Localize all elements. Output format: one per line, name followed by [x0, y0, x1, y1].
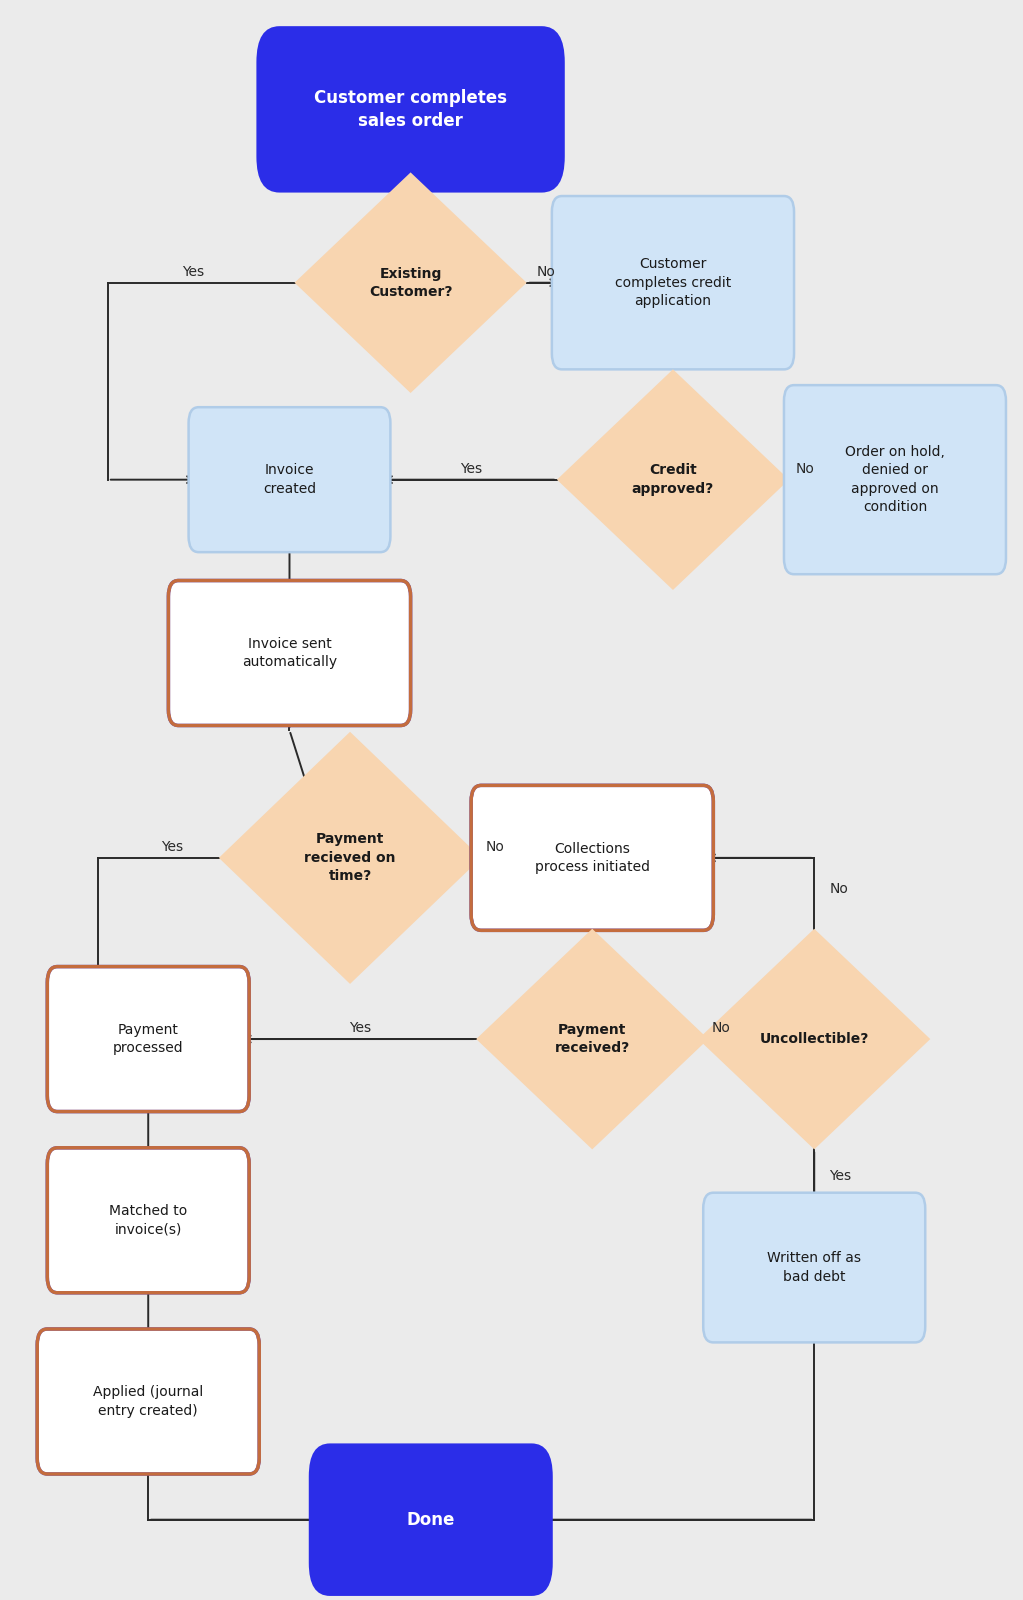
- Text: Collections
process initiated: Collections process initiated: [535, 842, 650, 874]
- Text: Payment
received?: Payment received?: [554, 1022, 630, 1056]
- Text: Yes: Yes: [349, 1021, 371, 1035]
- Text: No: No: [796, 462, 815, 475]
- Text: Uncollectible?: Uncollectible?: [759, 1032, 869, 1046]
- Polygon shape: [219, 731, 481, 984]
- FancyBboxPatch shape: [703, 1192, 925, 1342]
- Text: Invoice
created: Invoice created: [263, 464, 316, 496]
- Text: Written off as
bad debt: Written off as bad debt: [767, 1251, 861, 1283]
- Text: Payment
recieved on
time?: Payment recieved on time?: [304, 832, 396, 883]
- FancyBboxPatch shape: [309, 1443, 552, 1595]
- FancyBboxPatch shape: [472, 786, 713, 930]
- Polygon shape: [295, 173, 527, 394]
- Text: Matched to
invoice(s): Matched to invoice(s): [109, 1205, 187, 1237]
- Text: Yes: Yes: [460, 462, 482, 475]
- Polygon shape: [698, 928, 930, 1149]
- Text: Payment
processed: Payment processed: [113, 1022, 183, 1056]
- FancyBboxPatch shape: [551, 197, 794, 370]
- Text: Credit
approved?: Credit approved?: [632, 464, 714, 496]
- Text: Order on hold,
denied or
approved on
condition: Order on hold, denied or approved on con…: [845, 445, 945, 514]
- Polygon shape: [557, 370, 789, 590]
- FancyBboxPatch shape: [47, 966, 250, 1112]
- Text: Customer completes
sales order: Customer completes sales order: [314, 88, 507, 130]
- Text: Applied (journal
entry created): Applied (journal entry created): [93, 1386, 204, 1418]
- Polygon shape: [476, 928, 708, 1149]
- FancyBboxPatch shape: [784, 386, 1006, 574]
- FancyBboxPatch shape: [188, 406, 391, 552]
- FancyBboxPatch shape: [37, 1330, 259, 1474]
- FancyBboxPatch shape: [169, 581, 410, 725]
- Text: No: No: [711, 1021, 730, 1035]
- Text: No: No: [537, 264, 555, 278]
- Text: No: No: [485, 840, 504, 854]
- Text: Invoice sent
automatically: Invoice sent automatically: [241, 637, 337, 669]
- FancyBboxPatch shape: [257, 26, 565, 192]
- Text: Yes: Yes: [182, 264, 204, 278]
- FancyBboxPatch shape: [47, 1147, 250, 1293]
- Text: Yes: Yes: [830, 1170, 851, 1182]
- Text: Existing
Customer?: Existing Customer?: [369, 267, 452, 299]
- Text: No: No: [830, 882, 848, 896]
- Text: Customer
completes credit
application: Customer completes credit application: [615, 258, 731, 309]
- Text: Yes: Yes: [162, 840, 183, 854]
- Text: Done: Done: [406, 1510, 455, 1528]
